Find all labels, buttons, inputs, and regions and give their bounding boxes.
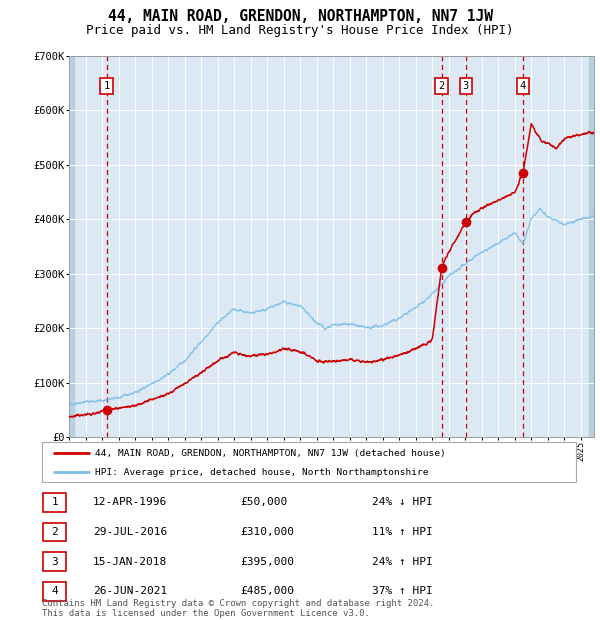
- Text: HPI: Average price, detached house, North Northamptonshire: HPI: Average price, detached house, Nort…: [95, 467, 429, 477]
- Text: 24% ↑ HPI: 24% ↑ HPI: [372, 557, 433, 567]
- FancyBboxPatch shape: [43, 523, 66, 541]
- FancyBboxPatch shape: [43, 552, 66, 571]
- Text: Contains HM Land Registry data © Crown copyright and database right 2024.
This d: Contains HM Land Registry data © Crown c…: [42, 599, 434, 618]
- Bar: [69, 56, 74, 437]
- Text: Price paid vs. HM Land Registry's House Price Index (HPI): Price paid vs. HM Land Registry's House …: [86, 24, 514, 37]
- Text: 3: 3: [463, 81, 469, 91]
- Text: 44, MAIN ROAD, GRENDON, NORTHAMPTON, NN7 1JW: 44, MAIN ROAD, GRENDON, NORTHAMPTON, NN7…: [107, 9, 493, 24]
- Text: 4: 4: [520, 81, 526, 91]
- Text: 3: 3: [51, 557, 58, 567]
- FancyBboxPatch shape: [42, 442, 576, 482]
- Text: 26-JUN-2021: 26-JUN-2021: [93, 587, 167, 596]
- Text: 12-APR-1996: 12-APR-1996: [93, 497, 167, 507]
- Text: £485,000: £485,000: [240, 587, 294, 596]
- Text: 2: 2: [51, 527, 58, 537]
- Text: 37% ↑ HPI: 37% ↑ HPI: [372, 587, 433, 596]
- FancyBboxPatch shape: [43, 493, 66, 512]
- Text: £395,000: £395,000: [240, 557, 294, 567]
- Bar: [589, 56, 594, 437]
- Text: 1: 1: [104, 81, 110, 91]
- Text: 2: 2: [439, 81, 445, 91]
- FancyBboxPatch shape: [43, 582, 66, 601]
- Text: £310,000: £310,000: [240, 527, 294, 537]
- Text: 44, MAIN ROAD, GRENDON, NORTHAMPTON, NN7 1JW (detached house): 44, MAIN ROAD, GRENDON, NORTHAMPTON, NN7…: [95, 449, 446, 458]
- Text: 4: 4: [51, 587, 58, 596]
- Text: 11% ↑ HPI: 11% ↑ HPI: [372, 527, 433, 537]
- Text: 24% ↓ HPI: 24% ↓ HPI: [372, 497, 433, 507]
- Text: £50,000: £50,000: [240, 497, 287, 507]
- Text: 15-JAN-2018: 15-JAN-2018: [93, 557, 167, 567]
- Text: 1: 1: [51, 497, 58, 507]
- Text: 29-JUL-2016: 29-JUL-2016: [93, 527, 167, 537]
